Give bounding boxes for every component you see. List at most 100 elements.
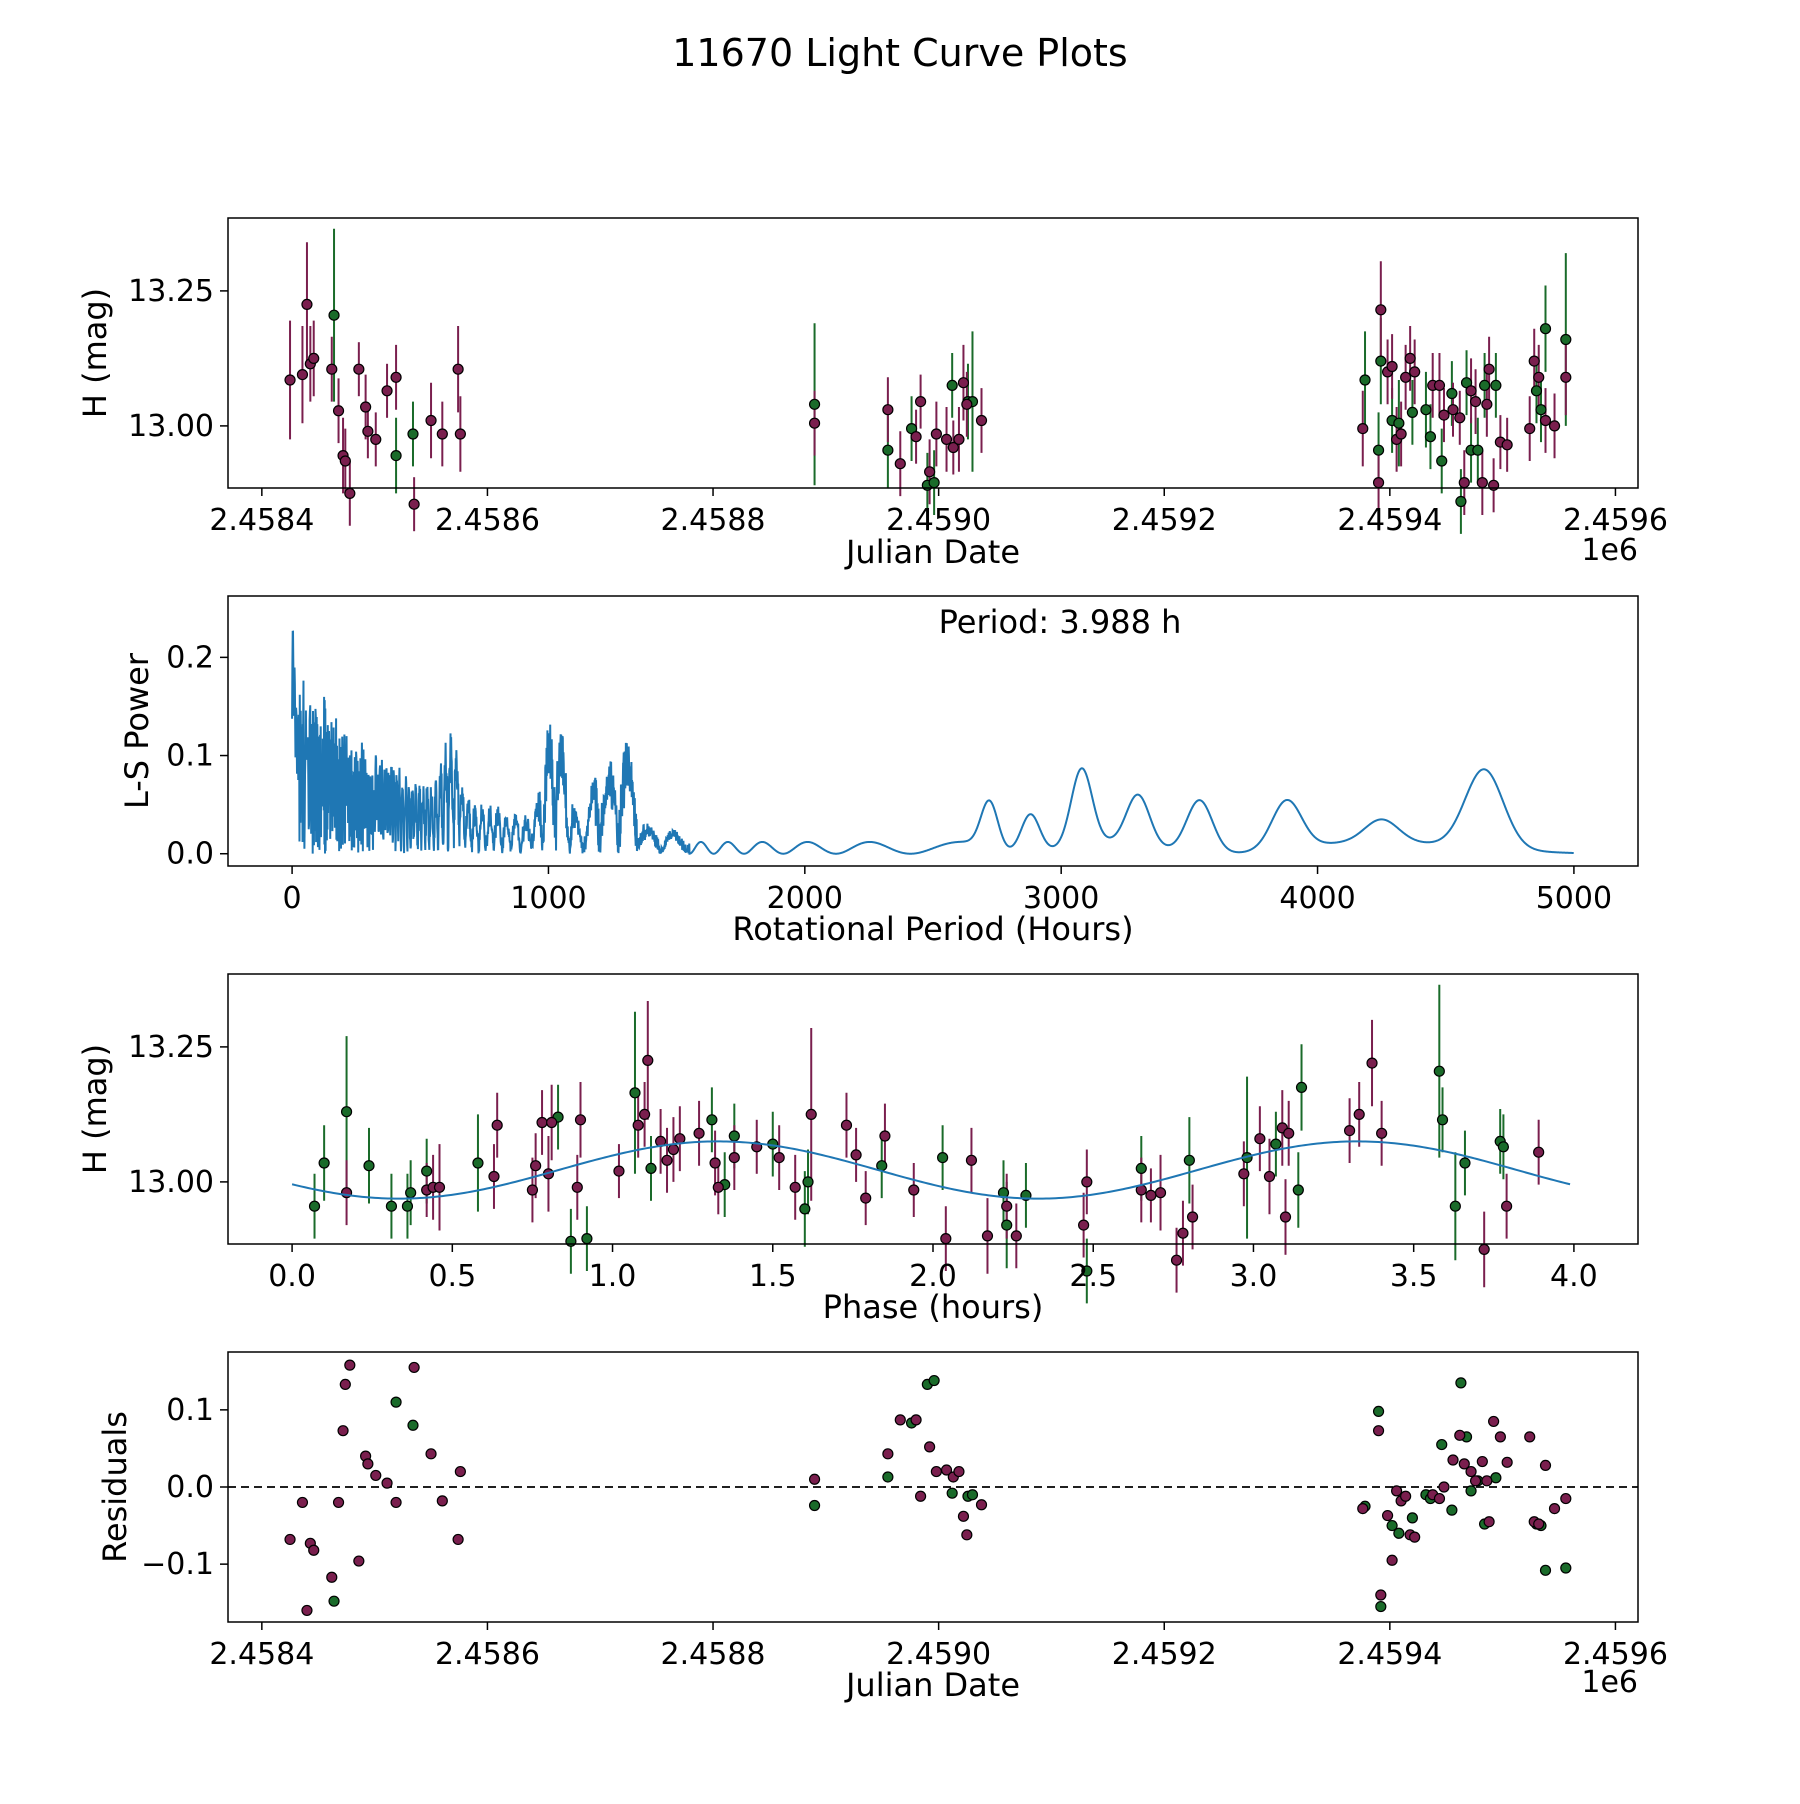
phased-data-point [728,1151,740,1164]
raw-data-point [1524,423,1536,435]
residuals-data-point [966,1489,979,1501]
raw-data-point [390,450,402,462]
residuals-data-point [1391,1485,1403,1497]
phased-data-point [728,1130,740,1142]
raw-data-point [1481,398,1493,410]
phased-data-point [802,1176,814,1188]
raw-data-point [1372,477,1385,489]
residuals-data-point [326,1571,338,1583]
residuals-data-point [1381,1509,1394,1522]
raw-x-axis-label: Julian Date [844,533,1020,571]
phased-data-point [712,1181,724,1193]
panel-residuals: 2.4584 2.4586 2.4588 2.4590 2.4592 2.4594 2.45… [96,1351,1668,1704]
residuals-data-point [882,1448,894,1460]
phased-y-axis-label: H (mag) [76,1044,114,1174]
raw-data-point [1478,379,1491,391]
residuals-data-point [407,1419,419,1431]
residuals-data-point [1446,1504,1458,1516]
phased-data-point [1183,1154,1195,1166]
residuals-data-point [1560,1492,1572,1505]
phased-data-point [908,1184,920,1196]
raw-data-point [370,433,382,445]
raw-data-point [1488,479,1500,491]
phased-data-point [638,1108,651,1121]
residuals-data-point [808,1499,821,1512]
raw-data-point [1465,385,1477,397]
phased-data-point [773,1151,785,1164]
phased-data-point [879,1130,891,1142]
raw-data-point [1560,371,1572,383]
phased-data-point [433,1181,446,1193]
phased-data-point [1010,1230,1022,1242]
raw-data-point [1560,333,1572,346]
phased-data-point [965,1154,978,1166]
periodogram-y-axis-label: L-S Power [118,652,156,809]
phased-data-point [1501,1200,1513,1212]
phased-data-point [1449,1200,1461,1212]
residuals-data-point [353,1555,365,1567]
phased-data-point [937,1151,949,1164]
phased-data-point [401,1200,414,1212]
raw-data-point [1535,404,1547,416]
raw-data-point [1375,304,1387,316]
raw-data-point [947,441,959,454]
residuals-x-tick-label: 2.4584 [209,1637,314,1672]
panel-raw-light-curve: 2.4584 2.4586 2.4588 2.4590 2.4592 2.4594 2.45… [76,217,1668,571]
raw-data-point [1446,387,1458,400]
phased-data-point [1270,1138,1282,1150]
raw-data-point [1386,360,1398,373]
periodogram-x-tick-label: 5000 [1536,881,1612,916]
panel-raw-frame [227,217,1639,489]
residuals-data-point [1375,1600,1387,1613]
residuals-data-point [1469,1475,1482,1487]
phased-x-tick-label: 0.0 [268,1259,316,1294]
phased-y-tick-label: 13.00 [128,1165,214,1200]
raw-data-point [454,428,466,440]
phased-data-point [581,1232,593,1245]
phased-x-tick-label: 2.5 [1069,1259,1117,1294]
residuals-data-point [953,1465,965,1478]
figure-title: 11670 Light Curve Plots [672,31,1127,75]
raw-x-tick-label: 2.4594 [1337,503,1442,538]
residuals-data-point [928,1374,940,1387]
residuals-data-point [957,1510,970,1522]
residuals-data-point [961,1529,973,1541]
residuals-x-tick-label: 2.4594 [1337,1637,1442,1672]
raw-data-point [1375,355,1387,367]
residuals-data-point [1386,1554,1398,1566]
residuals-data-point [1386,1519,1398,1532]
raw-y-axis-label: H (mag) [76,288,114,418]
residuals-data-point [1548,1502,1561,1515]
residuals-data-point [370,1469,382,1482]
residuals-data-point [1409,1531,1421,1543]
phased-data-point [1001,1200,1013,1212]
residuals-data-point [910,1414,922,1426]
raw-x-tick-label: 2.4586 [435,503,540,538]
phased-data-point [860,1192,872,1204]
raw-data-point [1458,477,1470,489]
phased-data-point [421,1165,433,1177]
raw-data-point [408,498,420,510]
phased-data-point [1533,1146,1545,1158]
residuals-data-point [1476,1455,1488,1468]
residuals-data-point [1433,1492,1446,1505]
residuals-data-point [362,1458,374,1470]
residuals-data-point [975,1499,988,1511]
phased-x-tick-label: 0.5 [428,1259,476,1294]
raw-data-point [910,431,922,443]
periodogram-y-tick-label: 0.2 [166,640,214,675]
phased-data-point [629,1087,641,1099]
phased-data-point [488,1170,500,1183]
raw-y-tick-label: 13.00 [128,409,214,444]
residuals-data-point [1494,1431,1506,1443]
phased-data-point [709,1157,721,1169]
raw-data-point [940,433,953,445]
phased-data-point [308,1200,321,1212]
raw-data-point [1406,406,1419,418]
residuals-data-point [1465,1485,1477,1497]
raw-data-point [1476,477,1488,489]
phased-data-point [571,1181,583,1193]
periodogram-x-tick-label: 0 [283,881,302,916]
phased-data-point [1279,1211,1292,1223]
